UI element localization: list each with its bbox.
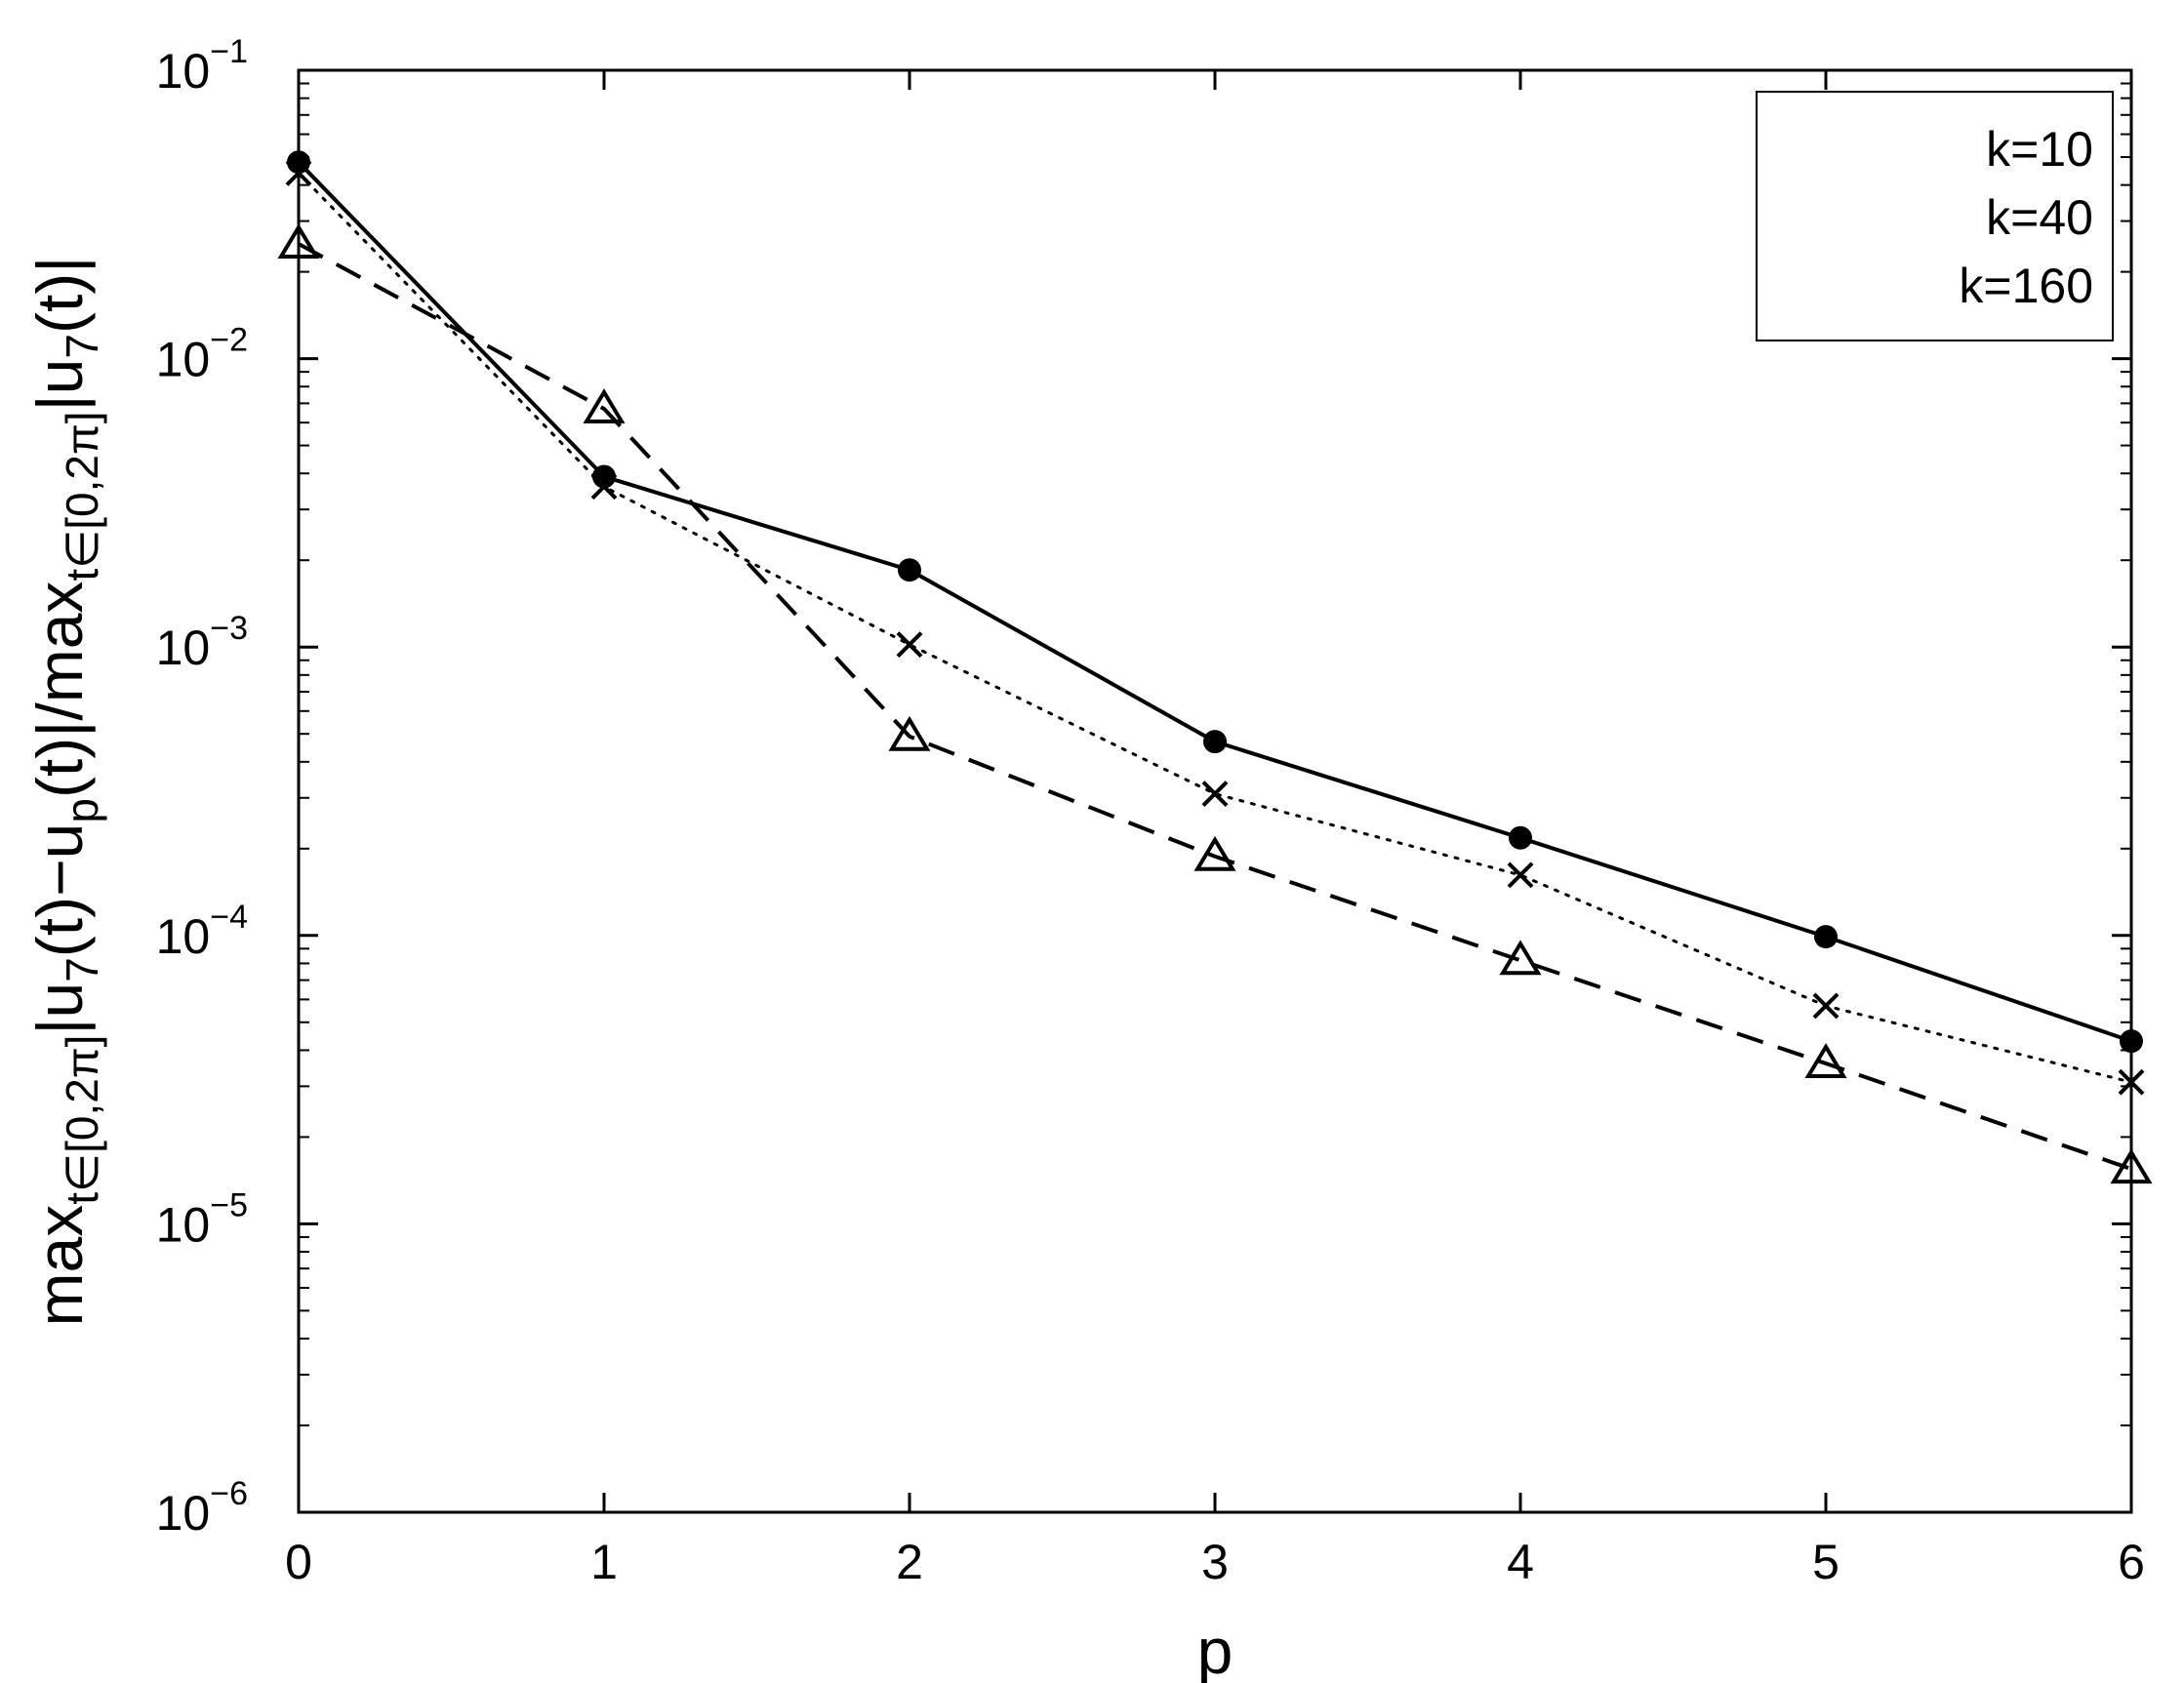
x-tick-label: 0 [285, 1535, 312, 1589]
y-tick-exponent: −2 [210, 322, 248, 359]
x-tick-label: 2 [896, 1535, 923, 1589]
y-axis-title-sub: t∈[0,2π] [57, 1035, 107, 1205]
data-point-k=10 [898, 558, 921, 582]
y-tick-base: 10 [156, 44, 211, 99]
x-tick-label: 4 [1507, 1535, 1534, 1589]
x-axis-title: p [1197, 1615, 1234, 1683]
legend: k=10 k=40 k=160 [1756, 91, 2114, 341]
x-tick-label: 3 [1201, 1535, 1229, 1589]
series-line-k=160 [298, 242, 2132, 1171]
y-axis-title-part: (t)| [23, 257, 96, 334]
data-point-k=10 [2120, 1029, 2143, 1054]
data-point-k=40 [1201, 781, 1229, 807]
x-tick-label: 6 [2118, 1535, 2145, 1589]
data-point-k=160 [277, 223, 320, 259]
y-tick-label: 10−1 [156, 33, 248, 99]
data-point-k=40 [285, 159, 312, 186]
legend-box [1756, 91, 2114, 341]
data-point-k=160 [1499, 940, 1542, 976]
data-point-k=160 [2110, 1148, 2153, 1184]
y-tick-base: 10 [156, 1197, 211, 1252]
y-tick-label: 10−5 [156, 1186, 248, 1252]
legend-entry-k=160: k=160 [1959, 259, 2093, 313]
x-tick-labels: 0 1 2 3 4 5 6 [285, 1535, 2145, 1589]
x-tick-label: 5 [1812, 1535, 1840, 1589]
y-tick-label: 10−6 [156, 1475, 248, 1541]
data-point-k=160 [888, 715, 931, 751]
y-axis-title-part: (t)|/max [23, 581, 96, 798]
y-axis-title-part: max [23, 1205, 96, 1327]
data-point-k=10 [1509, 825, 1532, 850]
y-tick-base: 10 [156, 909, 211, 964]
y-axis-title-part: |u [23, 359, 96, 412]
data-point-k=40 [1507, 862, 1534, 889]
legend-entries: k=10 k=40 k=160 [1959, 122, 2093, 313]
y-axis-title-sub: t∈[0,2π] [57, 411, 107, 581]
data-point-k=40 [1812, 992, 1840, 1020]
y-tick-base: 10 [156, 1486, 211, 1541]
y-tick-base: 10 [156, 333, 211, 387]
data-point-k=160 [583, 388, 626, 424]
y-axis-title-sub: p [57, 798, 107, 823]
y-tick-base: 10 [156, 621, 211, 675]
y-axis-title-part: (t)−u [23, 823, 96, 958]
data-point-k=40 [590, 473, 618, 501]
legend-entry-k=10: k=10 [1986, 122, 2093, 177]
y-tick-label: 10−4 [156, 899, 248, 964]
y-tick-exponent: −1 [210, 33, 248, 70]
y-tick-label: 10−3 [156, 610, 248, 675]
y-axis-title-sub: 7 [57, 957, 107, 982]
y-axis-title-sub: 7 [57, 334, 107, 359]
y-axis-title-part: |u [23, 982, 96, 1035]
data-point-k=160 [1193, 835, 1236, 871]
data-point-k=40 [896, 631, 923, 659]
y-tick-labels: 10−610−510−410−310−210−1 [156, 33, 248, 1541]
y-axis-title: maxt∈[0,2π]|u7(t)−up(t)|/maxt∈[0,2π]|u7(… [23, 257, 107, 1327]
data-point-k=10 [1814, 925, 1838, 949]
y-tick-label: 10−2 [156, 322, 248, 387]
ticks [297, 68, 2133, 1514]
y-tick-exponent: −5 [210, 1186, 248, 1223]
y-tick-exponent: −6 [210, 1475, 248, 1512]
data-point-k=40 [2118, 1068, 2145, 1096]
y-tick-exponent: −3 [210, 610, 248, 647]
data-point-k=160 [1804, 1043, 1847, 1078]
x-tick-label: 1 [590, 1535, 618, 1589]
legend-entry-k=40: k=40 [1986, 190, 2093, 245]
y-tick-exponent: −4 [210, 899, 248, 936]
data-point-k=10 [1203, 730, 1227, 754]
series-markers [277, 150, 2153, 1184]
